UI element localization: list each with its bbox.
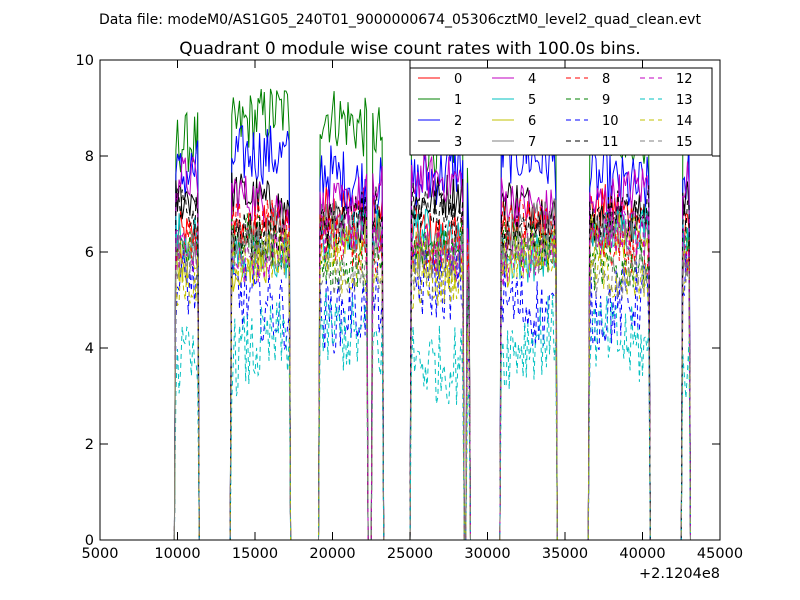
legend-label-8: 8 [602,72,610,87]
series-line-12 [173,207,691,540]
legend-label-6: 6 [528,114,536,129]
legend-label-4: 4 [528,72,536,87]
chart-title: Quadrant 0 module wise count rates with … [179,39,640,59]
x-tick-label: 20000 [309,546,355,562]
series-line-8 [173,198,691,540]
y-tick-label: 8 [85,149,94,165]
x-tick-label: 25000 [387,546,433,562]
x-tick-label: 40000 [619,546,665,562]
legend-label-5: 5 [528,93,536,108]
legend-label-3: 3 [454,135,462,150]
series-line-10 [173,249,691,540]
y-tick-label: 2 [85,437,94,453]
legend-label-9: 9 [602,93,610,108]
x-tick-label: 35000 [542,546,588,562]
y-tick-label: 4 [85,341,94,357]
legend-label-1: 1 [454,93,462,108]
legend-label-12: 12 [676,72,693,87]
legend-label-15: 15 [676,135,693,150]
x-offset-label: +2.1204e8 [639,566,720,582]
series-line-9 [173,213,691,540]
x-tick-label: 45000 [697,546,743,562]
series-line-2 [173,122,691,540]
series-line-11 [173,183,691,540]
legend-label-2: 2 [454,114,462,129]
x-tick-label: 10000 [154,546,200,562]
x-axis: 5000 10000 15000 20000 25000 30000 35000 40000 4… [82,60,743,562]
series-line-13 [173,290,691,540]
legend-label-7: 7 [528,135,536,150]
legend-label-11: 11 [602,135,619,150]
x-tick-label: 15000 [232,546,278,562]
legend-label-14: 14 [676,114,693,129]
y-tick-label: 0 [85,533,94,549]
x-tick-label: 30000 [464,546,510,562]
legend-label-0: 0 [454,72,462,87]
suptitle: Data file: modeM0/AS1G05_240T01_90000006… [99,12,701,28]
x-tick-label: 5000 [82,546,119,562]
y-tick-label: 6 [85,245,94,261]
legend-label-10: 10 [602,114,619,129]
y-tick-label: 10 [76,53,94,69]
series-line-4 [173,154,691,540]
legend-label-13: 13 [676,93,693,108]
series-layer [173,84,691,540]
series-line-14 [173,230,691,540]
series-line-15 [173,224,691,540]
